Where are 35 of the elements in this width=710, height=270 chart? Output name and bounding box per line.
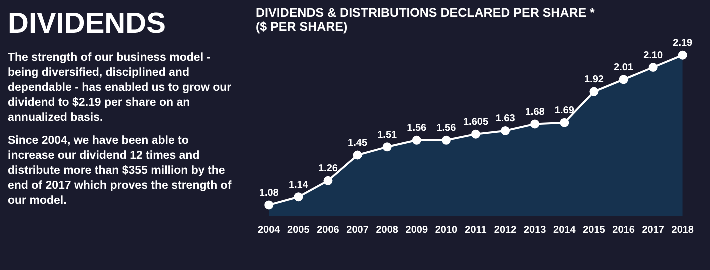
text: The strength of our business model - being diversified, disciplined and dependable - has enabled us to grow our dividend to $2.19 per share on an annualized basis. <box>8 51 233 126</box>
text: DIVIDENDS <box>8 8 167 41</box>
x-tick-label: 2011 <box>465 224 488 236</box>
data-label: 1.69 <box>554 106 575 117</box>
data-label: 2.01 <box>614 62 634 74</box>
x-tick-label: 2004 <box>258 224 281 236</box>
x-tick-label: 2006 <box>317 224 340 236</box>
x-tick-label: 2018 <box>672 224 694 236</box>
x-tick-label: 2016 <box>612 224 636 236</box>
data-label: 1.56 <box>436 123 457 134</box>
x-tick-label: 2017 <box>642 224 665 236</box>
x-tick-label: 2010 <box>435 224 458 236</box>
data-label: 2.19 <box>673 38 694 50</box>
text: Since 2004, we have been able to increase our dividend 12 times and distribute more than $355 million by the end of 2017 which proves the strength of our model. <box>8 134 233 209</box>
chart-subtitle: ($ PER SHARE) <box>256 20 349 34</box>
x-tick-label: 2005 <box>288 224 310 236</box>
data-label: 2.10 <box>644 50 664 62</box>
data-label: 1.92 <box>584 74 604 86</box>
x-tick-label: 2014 <box>554 224 576 236</box>
data-label: 1.56 <box>407 123 428 134</box>
data-label: 1.68 <box>525 106 546 118</box>
x-tick-label: 2013 <box>524 224 547 236</box>
chart-title: DIVIDENDS & DISTRIBUTIONS DECLARED PER SHARE * <box>256 6 596 20</box>
data-label: 1.605 <box>463 117 489 128</box>
data-label: 1.26 <box>318 164 338 175</box>
data-label: 1.08 <box>259 188 280 199</box>
data-label: 1.14 <box>288 180 309 191</box>
x-tick-label: 2008 <box>376 224 399 236</box>
x-tick-label: 2015 <box>583 224 606 236</box>
x-tick-label: 2007 <box>346 224 370 236</box>
data-label: 1.63 <box>496 114 516 125</box>
x-tick-label: 2009 <box>406 224 428 236</box>
data-label: 1.45 <box>348 138 368 149</box>
data-label: 1.51 <box>378 130 398 141</box>
x-tick-label: 2012 <box>494 224 518 236</box>
